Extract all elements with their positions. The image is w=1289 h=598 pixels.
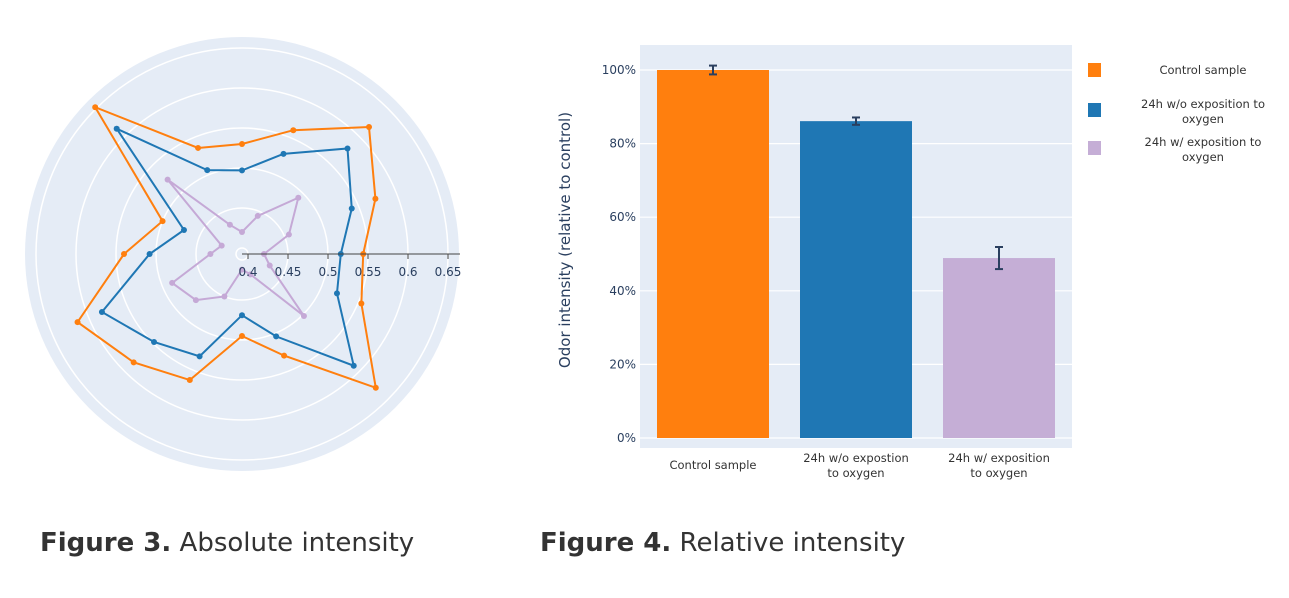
radar-point [218,242,225,249]
radial-tick-label: 0.5 [318,265,337,279]
x-tick-label: to oxygen [970,466,1027,480]
legend-swatch [1088,63,1101,77]
radar-point [195,144,202,151]
radar-point [180,226,187,233]
radar-point [365,124,372,131]
radar-point [239,167,245,174]
y-axis-label: Odor intensity (relative to control) [556,112,574,368]
legend-swatch [1088,141,1101,155]
x-tick-label: 24h w/ exposition [948,451,1050,465]
radar-point [130,359,137,366]
radar-point [226,221,233,228]
legend-label: oxygen [1182,112,1224,126]
radar-point [266,262,273,269]
radar-point [280,150,287,157]
y-tick-label: 20% [609,357,636,371]
legend-label: 24h w/o exposition to [1141,97,1265,111]
bar-2 [943,258,1055,438]
radar-point [121,251,127,257]
y-tick-label: 40% [609,284,636,298]
y-tick-label: 0% [617,431,636,445]
radar-point [344,145,351,152]
radar-point [333,290,340,297]
radar-point [159,218,166,225]
radar-point [247,271,254,278]
radar-point [358,300,365,307]
radar-point [151,338,158,345]
bar-0 [657,70,769,438]
radar-point [239,141,245,147]
radar-point [285,231,292,238]
radar-point [239,266,245,273]
legend-label: Control sample [1159,63,1246,77]
radar-point [290,127,297,134]
figure-3-caption: Figure 3. Absolute intensity [40,528,414,558]
radar-point [254,212,261,219]
radial-tick-label: 0.45 [275,265,302,279]
y-tick-label: 80% [609,137,636,151]
figure-3-text: Absolute intensity [179,528,415,558]
radar-point [273,333,280,340]
radar-point [295,194,302,201]
radial-tick-label: 0.65 [435,265,462,279]
radar-point [146,251,153,257]
radar-point [169,279,176,286]
x-tick-label: 24h w/o expostion [803,451,909,465]
figure-4-label: Figure 4. [540,528,672,558]
radial-tick-label: 0.6 [398,265,417,279]
radar-point [98,309,105,316]
radar-point [113,125,120,132]
figure-4-caption: Figure 4. Relative intensity [540,528,905,558]
radial-tick-label: 0.55 [355,265,382,279]
y-tick-label: 60% [609,210,636,224]
radar-point [164,176,171,183]
radar-point [372,384,379,391]
radar-point [186,377,193,384]
radar-point [281,352,288,359]
radar-point [74,319,81,326]
y-tick-label: 100% [602,63,636,77]
radar-point [196,353,203,360]
legend-label: 24h w/ exposition to [1145,135,1262,149]
radar-point [207,251,214,257]
radar-point [239,312,245,319]
legend-swatch [1088,103,1101,117]
radar-point [192,297,199,304]
radar-point [221,293,228,300]
radar-point [348,205,355,212]
figure-3-label: Figure 3. [40,528,172,558]
x-tick-label: Control sample [669,458,756,472]
radar-point [300,312,307,319]
legend-label: oxygen [1182,150,1224,164]
radar-point [204,167,211,174]
x-tick-label: to oxygen [827,466,884,480]
radar-point [239,333,245,339]
radar-point [372,195,379,202]
figure-4-text: Relative intensity [679,528,906,558]
radar-point [92,104,99,111]
bar-1 [800,121,912,438]
radial-tick-label: 0.4 [238,265,257,279]
radar-point [350,362,357,369]
radar-point [239,229,245,235]
